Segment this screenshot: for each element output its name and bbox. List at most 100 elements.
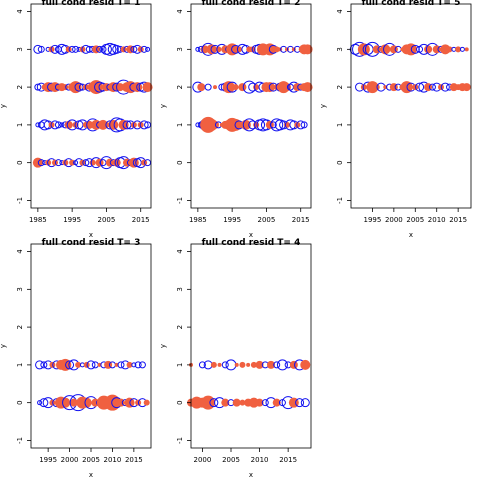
y-axis-label: y [159,104,167,108]
residual-point-negative [261,399,269,407]
residual-point-negative [300,121,308,129]
residual-point-positive [357,43,370,56]
y-tick-label: 2 [176,325,184,329]
y-tick-label: 4 [16,9,24,14]
plot-title: full cond resid T= 5 [362,0,461,8]
residual-point-positive [137,121,144,128]
residual-point-positive [48,46,55,53]
residual-point-negative [144,159,152,167]
plot-frame [30,243,152,449]
residual-point-positive [206,44,217,55]
residual-point-positive [103,121,110,128]
residual-point-negative [50,44,60,54]
residual-point-positive [263,43,276,56]
residual-point-positive [43,82,54,93]
residual-point-positive [234,362,239,367]
residual-point-negative [82,159,90,167]
residual-point-negative [96,45,104,53]
x-tick-label: 2015 [125,456,143,464]
plot-frame [190,243,312,449]
residual-point-positive [462,83,471,92]
residual-point-negative [428,83,436,91]
residual-point-positive [104,394,121,411]
residual-point-negative [273,361,281,369]
x-tick-label: 2005 [406,216,424,224]
residual-point-positive [272,398,281,407]
x-tick-label: 1985 [29,216,47,224]
x-tick-label: 2015 [292,216,310,224]
x-axis-label: x [89,471,93,479]
residual-point-negative [37,159,45,167]
residual-point-negative [35,360,45,370]
residual-point-positive [45,159,52,166]
residual-point-negative [34,83,42,91]
y-tick-label: 1 [16,363,24,367]
x-tick-label: 1995 [63,216,81,224]
y-tick-label: 0 [16,160,24,164]
residual-point-positive [229,118,242,131]
residual-point-positive [300,359,311,370]
residual-point-positive [255,360,264,369]
x-tick-label: 2015 [279,456,297,464]
residual-point-positive [455,46,462,53]
plot-title: full cond resid T= 1 [42,0,141,8]
residual-point-positive [232,84,239,91]
residual-point-negative [145,46,151,52]
residual-point-positive [273,46,280,53]
residual-point-negative [276,359,288,371]
panel-1: -1 0 1 2 3 4 1985 1995 2005 2015 x y full cond resid… [0,0,153,239]
y-tick-label: -1 [176,197,184,204]
residual-point-positive [464,47,469,52]
x-tick-label: 2010 [104,456,122,464]
residual-point-positive [142,82,153,93]
residual-point-positive [284,121,290,128]
residual-point-positive [226,43,239,56]
residual-point-positive [289,360,298,369]
x-tick-label: 2010 [251,456,269,464]
y-axis-label: y [0,104,7,108]
x-tick-label: 1995 [39,456,57,464]
y-tick-label: 1 [336,123,344,127]
residual-point-negative [86,360,96,370]
residual-point-negative [204,83,212,91]
x-tick-label: 2000 [194,456,212,464]
panel-2: -1 0 1 2 3 4 1985 1995 2005 2015 x y full cond resid… [159,0,313,239]
x-tick-label: 2005 [82,456,100,464]
y-tick-label: -1 [336,197,344,204]
residual-point-positive [108,119,119,130]
residual-point-positive [130,121,137,128]
y-tick-label: 0 [336,160,344,164]
y-tick-label: 3 [336,47,344,51]
residual-point-negative [134,361,142,369]
residual-point-positive [213,85,217,90]
y-tick-label: 4 [336,9,344,14]
residual-point-positive [239,361,246,368]
residual-point-positive [62,159,69,166]
residual-point-negative [54,159,62,167]
x-tick-label: 2015 [449,216,467,224]
residual-point-positive [112,158,121,167]
residual-point-positive [267,360,275,369]
residual-point-negative [144,121,152,129]
residual-point-negative [296,120,306,130]
y-tick-label: -1 [176,437,184,444]
residual-point-positive [446,46,453,53]
residual-point-positive [89,159,96,166]
x-tick-label: 2005 [258,216,276,224]
residual-point-positive [210,361,217,368]
residual-point-negative [107,43,119,55]
x-tick-label: 1995 [223,216,241,224]
residual-point-negative [37,121,45,129]
residual-point-negative [300,398,310,408]
residual-point-positive [366,81,379,94]
y-tick-label: 3 [16,287,24,291]
residual-point-positive [449,83,458,92]
residual-point-positive [69,398,78,407]
residual-point-negative [54,121,62,129]
residual-point-negative [459,46,465,52]
plot-title: full cond resid T= 4 [202,238,301,248]
residual-point-negative [39,398,49,408]
residual-point-positive [72,121,79,128]
